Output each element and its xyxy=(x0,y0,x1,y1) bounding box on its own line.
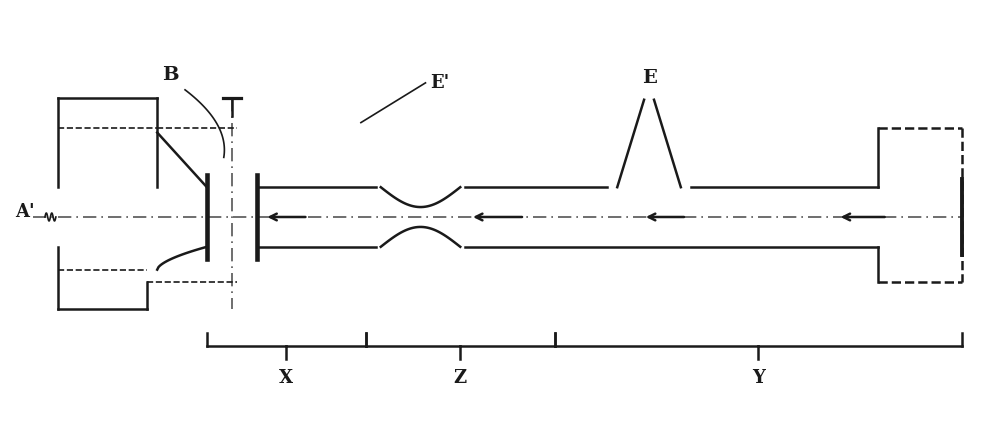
Text: B: B xyxy=(162,66,178,84)
Text: Z: Z xyxy=(454,369,467,387)
Text: E: E xyxy=(642,69,656,87)
Text: Y: Y xyxy=(752,369,765,387)
Text: E': E' xyxy=(430,74,450,92)
Text: X: X xyxy=(279,369,293,387)
Text: A': A' xyxy=(15,203,35,221)
